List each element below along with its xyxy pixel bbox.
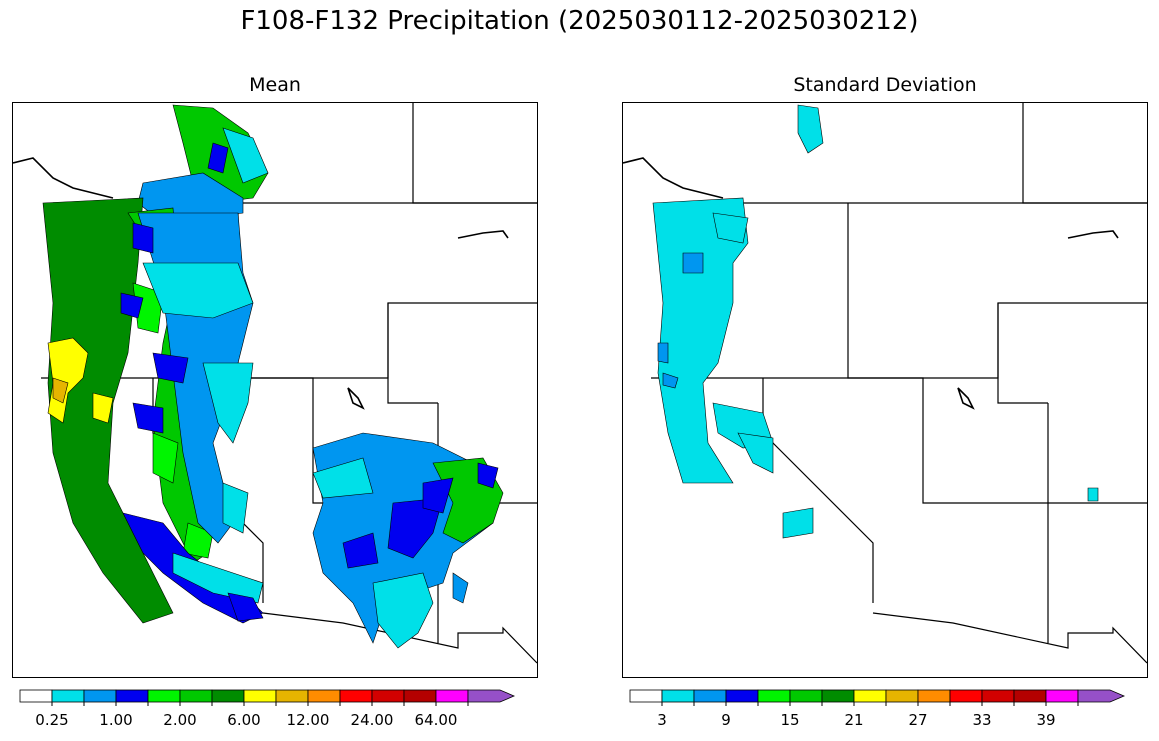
std-colorbar: [629, 689, 1126, 706]
figure-title: F108-F132 Precipitation (2025030112-2025…: [240, 6, 919, 36]
std-map: [622, 102, 1148, 678]
mean-map: [12, 102, 538, 678]
std-colorbar-tick-label: 21: [844, 711, 864, 729]
std-colorbar-segment: [757, 689, 791, 703]
mean-colorbar-segment: [307, 689, 341, 703]
mean-colorbar-segment: [243, 689, 277, 703]
mean-colorbar: [19, 689, 516, 706]
mean-colorbar-tick-label: 12.00: [286, 711, 330, 729]
mean-map-svg: [13, 103, 537, 664]
mean-colorbar-segment: [339, 689, 373, 703]
std-colorbar-segment: [917, 689, 951, 703]
mean-colorbar-segment: [147, 689, 181, 703]
mean-colorbar-segment: [19, 689, 53, 703]
mean-colorbar-tick-label: 1.00: [99, 711, 133, 729]
std-colorbar-segment: [1013, 689, 1047, 703]
std-colorbar-segment: [629, 689, 663, 703]
std-map-svg: [623, 103, 1147, 664]
mean-shaded-regions: [42, 104, 504, 649]
std-colorbar-segment: [885, 689, 919, 703]
mean-colorbar-tick-label: 24.00: [350, 711, 394, 729]
mean-colorbar-segment: [435, 689, 469, 703]
mean-colorbar-segment: [83, 689, 117, 703]
std-colorbar-tick-label: 27: [908, 711, 928, 729]
std-colorbar-tick-label: 9: [721, 711, 731, 729]
std-state-borders: [651, 103, 1147, 664]
std-colorbar-segment: [821, 689, 855, 703]
std-colorbar-segment: [981, 689, 1015, 703]
mean-colorbar-segment: [51, 689, 85, 703]
std-colorbar-tick-label: 33: [972, 711, 992, 729]
std-colorbar-segment: [693, 689, 727, 703]
std-colorbar-tick-label: 39: [1036, 711, 1056, 729]
std-panel-title: Standard Deviation: [793, 74, 977, 96]
mean-colorbar-tick-label: 64.00: [414, 711, 458, 729]
mean-colorbar-segment: [179, 689, 213, 703]
mean-colorbar-segment: [467, 689, 516, 703]
mean-colorbar-segment: [275, 689, 309, 703]
mean-lines: [13, 157, 509, 410]
std-colorbar-segment: [1045, 689, 1079, 703]
std-colorbar-segment: [949, 689, 983, 703]
mean-panel-title: Mean: [249, 74, 301, 96]
std-shaded-regions: [652, 104, 1099, 539]
mean-colorbar-segment: [211, 689, 245, 703]
mean-colorbar-tick-label: 6.00: [227, 711, 261, 729]
std-colorbar-tick-label: 15: [780, 711, 800, 729]
std-lines: [623, 157, 1119, 410]
std-colorbar-segment: [853, 689, 887, 703]
mean-colorbar-tick-label: 0.25: [35, 711, 69, 729]
mean-colorbar-tick-label: 2.00: [163, 711, 197, 729]
std-colorbar-segment: [661, 689, 695, 703]
std-colorbar-segment: [725, 689, 759, 703]
mean-colorbar-segment: [115, 689, 149, 703]
std-colorbar-tick-label: 3: [657, 711, 667, 729]
mean-colorbar-segment: [403, 689, 437, 703]
std-colorbar-segment: [1077, 689, 1126, 703]
std-colorbar-segment: [789, 689, 823, 703]
mean-colorbar-segment: [371, 689, 405, 703]
